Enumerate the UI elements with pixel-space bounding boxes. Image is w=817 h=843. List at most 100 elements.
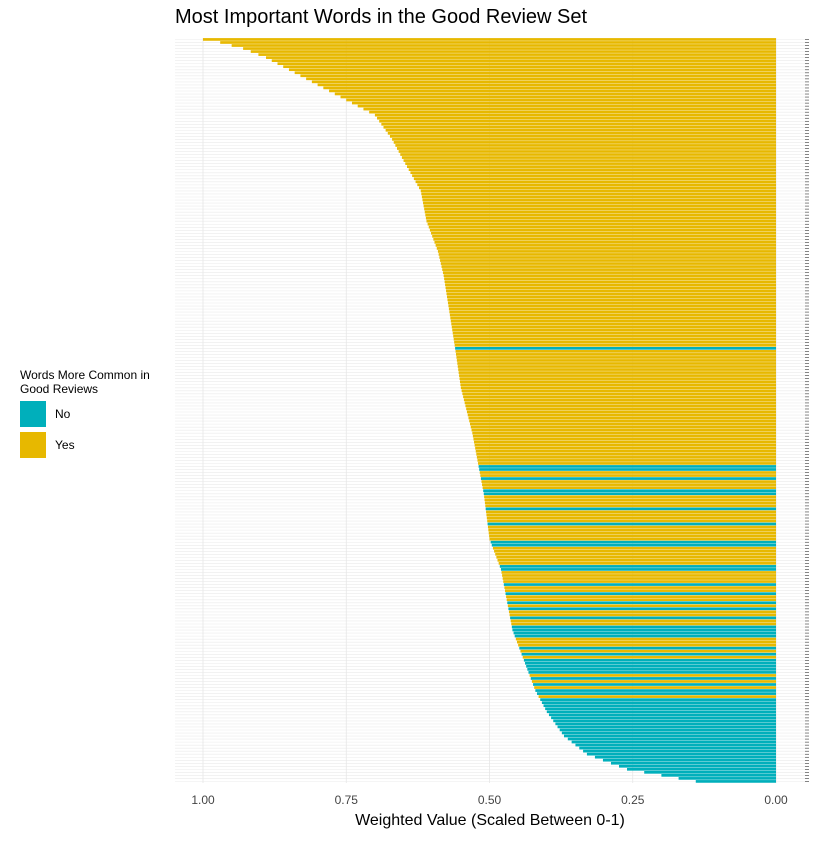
bar — [387, 131, 776, 135]
bar — [534, 686, 776, 689]
bar — [553, 719, 776, 723]
bar — [489, 534, 776, 538]
bar — [472, 431, 776, 435]
bar — [610, 761, 776, 765]
x-tick-label: 1.00 — [191, 793, 215, 807]
bar — [457, 365, 776, 368]
bar — [474, 440, 776, 444]
bar — [306, 77, 776, 81]
bar — [491, 543, 776, 547]
bar — [483, 489, 776, 493]
bar — [488, 531, 776, 535]
bar — [452, 331, 776, 335]
bar — [428, 225, 776, 229]
bar — [425, 213, 776, 217]
bar — [439, 256, 776, 259]
bar — [499, 565, 776, 568]
bar — [454, 340, 776, 344]
bar — [471, 428, 776, 432]
bar — [513, 631, 776, 635]
bar — [526, 664, 776, 668]
bar — [506, 598, 776, 602]
bar — [351, 101, 776, 105]
bar — [485, 504, 776, 508]
bar — [393, 141, 776, 144]
x-axis-label: Weighted Value (Scaled Between 0-1) — [355, 812, 625, 829]
bar — [346, 98, 776, 102]
bar — [357, 104, 776, 108]
bar — [489, 537, 776, 541]
bar — [546, 710, 776, 714]
bar — [495, 552, 776, 556]
bar — [533, 683, 776, 686]
bar — [531, 680, 776, 683]
bar — [661, 774, 776, 777]
bar — [586, 752, 776, 756]
bar — [451, 322, 776, 326]
bar — [477, 459, 776, 462]
bar — [413, 177, 776, 181]
bar — [487, 525, 776, 529]
bar — [510, 619, 776, 623]
bar — [452, 328, 776, 332]
bar — [410, 171, 776, 175]
bar — [401, 156, 776, 159]
bar — [395, 144, 776, 147]
bar — [521, 652, 776, 656]
bar — [449, 310, 776, 314]
bar — [461, 389, 776, 393]
bar — [503, 580, 776, 583]
bar — [511, 625, 776, 629]
bar — [446, 292, 776, 296]
bar — [431, 231, 776, 235]
bar — [440, 262, 776, 265]
bar — [258, 53, 776, 56]
bar — [363, 107, 776, 111]
bar — [457, 362, 776, 365]
bar — [450, 319, 776, 323]
bar — [283, 65, 776, 69]
bar — [535, 689, 776, 692]
bar — [487, 522, 776, 526]
bar — [543, 704, 776, 708]
bar — [419, 186, 776, 190]
bar — [480, 477, 776, 480]
bar — [429, 228, 776, 232]
bar — [469, 419, 776, 423]
bar — [422, 198, 776, 202]
bar — [385, 128, 776, 132]
bar — [510, 616, 776, 620]
bar — [555, 722, 776, 726]
bar — [456, 359, 776, 362]
x-tick-label: 0.50 — [478, 793, 502, 807]
bar — [502, 574, 776, 577]
bar — [525, 661, 776, 665]
bar — [482, 483, 776, 486]
bar — [509, 613, 776, 617]
bar — [440, 259, 776, 262]
bar — [619, 764, 776, 768]
bar — [488, 528, 776, 532]
legend-swatch-yes — [20, 431, 46, 458]
bar — [433, 237, 776, 241]
bar — [522, 655, 776, 659]
legend-label-no: No — [55, 406, 71, 421]
bar — [557, 725, 776, 729]
bar — [421, 192, 776, 196]
bar — [425, 216, 776, 220]
bar — [277, 62, 776, 66]
bar — [476, 453, 776, 456]
bar — [243, 47, 777, 50]
bar — [486, 513, 776, 517]
bar — [421, 195, 776, 199]
bar — [442, 268, 776, 271]
bar — [500, 568, 776, 571]
bar — [481, 480, 776, 483]
bar — [567, 737, 776, 741]
bar — [503, 583, 776, 586]
bar — [497, 558, 776, 562]
bar — [334, 92, 776, 96]
bar — [369, 110, 776, 114]
bar — [472, 434, 776, 438]
